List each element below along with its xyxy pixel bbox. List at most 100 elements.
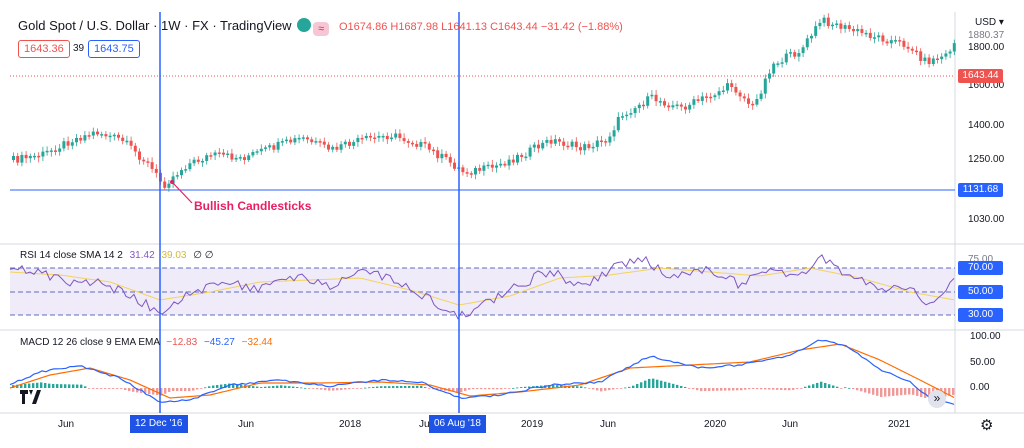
macd-histogram-bar	[68, 384, 71, 388]
macd-histogram-bar	[416, 385, 419, 388]
scroll-right-button[interactable]: »	[928, 390, 946, 408]
macd-histogram-bar	[204, 387, 207, 389]
candle-body	[360, 137, 364, 140]
macd-histogram-bar	[440, 388, 443, 391]
candle-body	[188, 163, 192, 170]
macd-histogram-bar	[704, 388, 707, 392]
candle-body	[507, 159, 511, 166]
macd-histogram-bar	[916, 388, 919, 396]
macd-histogram-bar	[572, 385, 575, 388]
candle-body	[915, 50, 918, 53]
macd-histogram-bar	[520, 387, 523, 388]
candle-body	[192, 159, 196, 164]
candle-body	[297, 137, 301, 140]
rsi-level-30: 30.00	[958, 308, 1003, 322]
annotation-text[interactable]: Bullish Candlesticks	[194, 199, 312, 213]
macd-histogram-bar	[612, 388, 615, 390]
macd-signal-line	[9, 343, 955, 399]
macd-histogram-bar	[800, 388, 803, 389]
macd-histogram-bar	[92, 388, 95, 389]
candle-body	[709, 96, 713, 99]
macd-histogram-bar	[496, 388, 499, 390]
candle-body	[847, 25, 851, 30]
macd-histogram-bar	[880, 388, 883, 397]
candle-body	[612, 130, 616, 137]
macd-histogram-bar	[176, 388, 179, 392]
gear-icon[interactable]: ⚙	[980, 417, 994, 434]
candle-body	[327, 144, 330, 150]
macd-histogram-bar	[168, 388, 171, 392]
time-axis-label: Jun	[600, 419, 617, 430]
macd-histogram-bar	[252, 386, 255, 388]
macd-histogram-bar	[780, 388, 783, 390]
macd-histogram-bar	[264, 386, 267, 388]
candle-body	[255, 151, 259, 153]
candle-body	[230, 153, 234, 160]
macd-legend[interactable]: MACD 12 26 close 9 EMA EMA −12.83 −45.27…	[20, 337, 272, 348]
candle-body	[927, 57, 931, 65]
macd-histogram-bar	[464, 388, 467, 391]
candle-body	[58, 148, 62, 152]
candle-body	[104, 134, 108, 137]
macd-histogram-bar	[76, 384, 79, 388]
macd-histogram-bar	[904, 388, 907, 395]
time-axis-label: 2021	[888, 419, 911, 430]
sell-price[interactable]: 1643.36	[18, 40, 70, 58]
macd-histogram-bar	[104, 388, 107, 389]
macd-histogram-bar	[284, 385, 287, 388]
macd-histogram-bar	[40, 382, 43, 388]
time-axis-label: Jun	[238, 419, 255, 430]
macd-hist-value: −12.83	[166, 337, 198, 348]
macd-histogram-bar	[888, 388, 891, 397]
rsi-legend[interactable]: RSI 14 close SMA 14 2 31.42 39.03 ∅ ∅	[20, 250, 213, 261]
rsi-value: 31.42	[129, 250, 155, 261]
ohlc-values: O1674.86 H1687.98 L1641.13 C1643.44 −31.…	[339, 21, 623, 33]
macd-histogram-bar	[192, 388, 195, 391]
macd-histogram-bar	[720, 388, 723, 391]
candle-body	[789, 52, 792, 54]
candle-body	[209, 155, 213, 157]
last-price-tag: 1643.44	[958, 69, 1003, 83]
currency-select[interactable]: USD ▾	[975, 17, 1004, 28]
candle-body	[322, 141, 326, 145]
candle-body	[247, 155, 251, 160]
candle-body	[814, 26, 818, 36]
macd-histogram-bar	[660, 380, 663, 388]
macd-histogram-bar	[552, 384, 555, 388]
macd-histogram-bar	[304, 387, 307, 389]
macd-histogram-bar	[832, 385, 835, 388]
buy-price[interactable]: 1643.75	[88, 40, 140, 58]
rsi-axis-label: 75.00	[968, 254, 994, 265]
macd-histogram-bar	[920, 388, 923, 397]
candle-body	[936, 58, 939, 61]
candle-body	[822, 17, 826, 23]
macd-histogram-bar	[388, 386, 391, 388]
candle-body	[839, 23, 843, 29]
macd-histogram-bar	[208, 386, 211, 388]
candle-body	[541, 142, 545, 149]
candle-body	[499, 163, 503, 166]
candle-body	[301, 137, 305, 139]
macd-histogram-bar	[80, 384, 83, 388]
candle-body	[784, 53, 788, 63]
candle-body	[133, 145, 137, 152]
macd-histogram-bar	[588, 388, 591, 389]
candle-body	[873, 37, 876, 39]
candle-body	[793, 52, 797, 57]
candle-body	[856, 29, 860, 32]
macd-histogram-bar	[88, 388, 91, 389]
candle-body	[150, 162, 154, 169]
candle-body	[516, 154, 519, 163]
macd-histogram-bar	[744, 388, 747, 390]
macd-histogram-bar	[608, 388, 611, 391]
symbol-title[interactable]: Gold Spot / U.S. Dollar · 1W · FX · Trad…	[18, 18, 337, 36]
candle-body	[952, 43, 956, 52]
macd-histogram-bar	[604, 388, 607, 391]
macd-histogram-bar	[400, 386, 403, 388]
macd-histogram-bar	[248, 385, 251, 388]
candle-body	[33, 155, 36, 158]
wave-icon[interactable]: ≈	[313, 22, 330, 36]
candle-body	[108, 135, 112, 138]
